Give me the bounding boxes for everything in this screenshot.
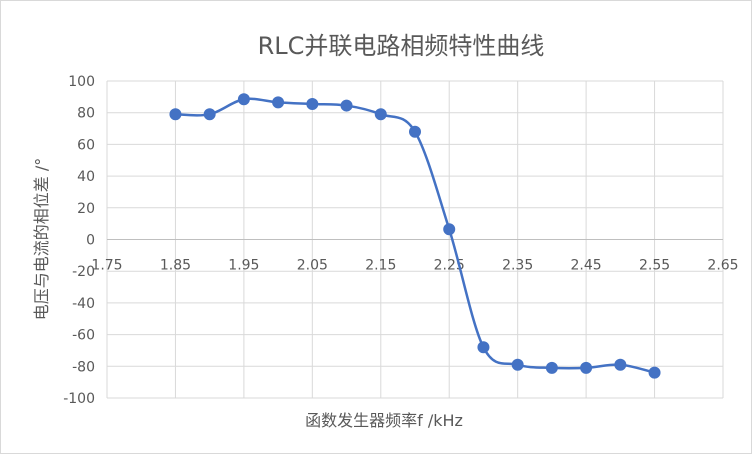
data-point [237, 93, 250, 106]
chart-title: RLC并联电路相频特性曲线 [258, 32, 545, 60]
x-tick-label: 2.05 [297, 258, 328, 274]
x-axis-tick-labels: 1.75 1.85 1.95 2.05 2.15 2.25 2.35 2.45 2.55 2.65 [91, 258, 738, 274]
data-point [169, 108, 182, 121]
data-point [477, 341, 490, 354]
data-point [306, 97, 319, 110]
y-tick-label: -40 [72, 296, 95, 312]
data-point [443, 223, 456, 236]
y-axis-label: 电压与电流的相位差 /° [32, 158, 51, 320]
y-tick-label: 100 [68, 74, 95, 90]
data-point [545, 361, 558, 374]
data-point [374, 108, 387, 121]
y-tick-label: -20 [72, 264, 95, 280]
y-tick-label: -100 [63, 391, 95, 407]
x-tick-label: 2.55 [639, 258, 670, 274]
x-tick-label: 1.95 [228, 258, 259, 274]
y-tick-label: 0 [86, 233, 95, 249]
y-tick-label: 40 [77, 169, 95, 185]
data-point [511, 358, 524, 371]
series-layer [169, 93, 661, 379]
y-axis-tick-labels: 100 80 60 40 20 0 -20 -40 -60 -80 -100 [63, 74, 95, 407]
y-tick-label: -80 [72, 359, 95, 375]
x-tick-label: 2.65 [707, 258, 738, 274]
data-point [340, 99, 353, 112]
series-line [175, 97, 655, 374]
x-tick-label: 1.85 [160, 258, 191, 274]
x-tick-label: 2.35 [502, 258, 533, 274]
y-tick-label: -60 [72, 328, 95, 344]
x-tick-label: 1.75 [91, 258, 122, 274]
data-point [648, 366, 661, 379]
y-tick-label: 60 [77, 137, 95, 153]
data-point [272, 96, 285, 109]
x-tick-label: 2.45 [571, 258, 602, 274]
data-point [203, 108, 216, 121]
x-axis-label: 函数发生器频率f /kHz [305, 411, 463, 430]
data-point [614, 358, 627, 371]
y-tick-label: 80 [77, 106, 95, 122]
data-point [580, 361, 593, 374]
x-tick-label: 2.15 [365, 258, 396, 274]
y-tick-label: 20 [77, 201, 95, 217]
data-point [409, 125, 421, 138]
